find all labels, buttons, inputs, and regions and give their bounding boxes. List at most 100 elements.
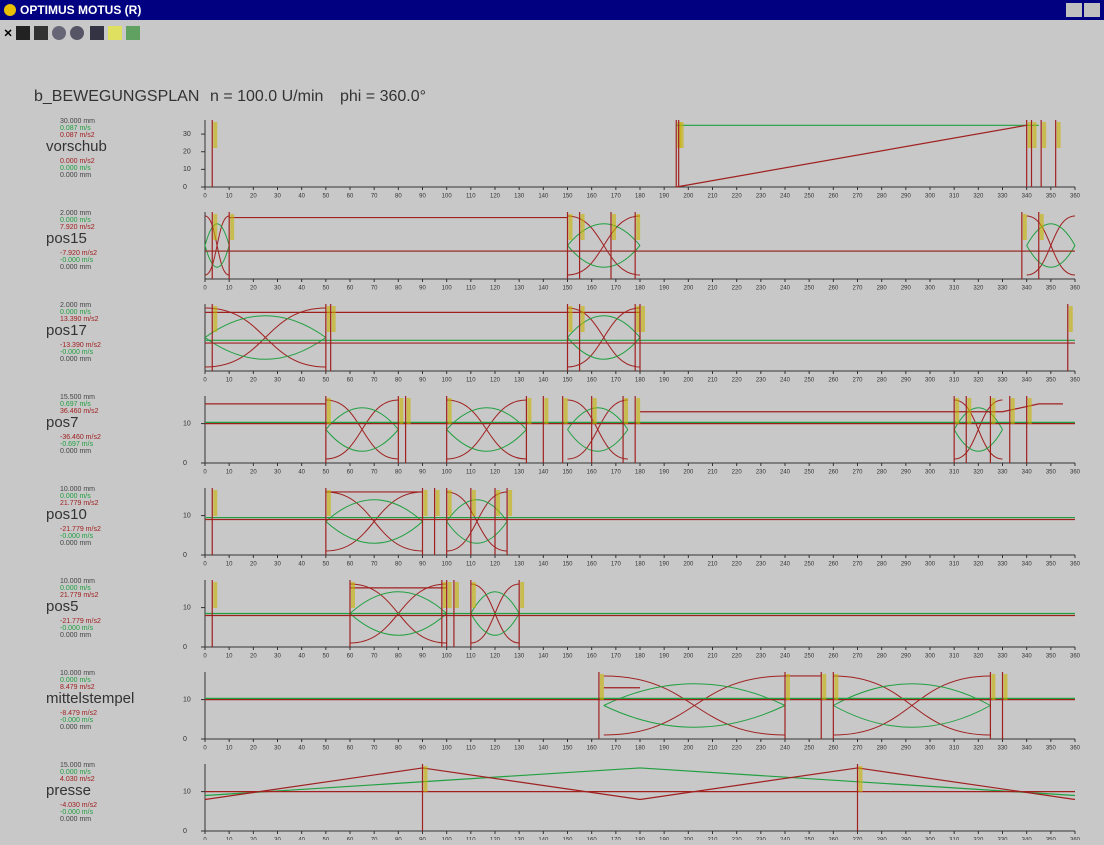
x-tick-label: 70: [371, 286, 378, 292]
x-tick-label: 360: [1070, 470, 1081, 476]
x-tick-label: 360: [1070, 654, 1081, 660]
x-tick-label: 140: [538, 562, 549, 568]
stat-text: -21.779 m/s2: [60, 618, 101, 625]
x-tick-label: 270: [852, 654, 863, 660]
x-tick-label: 70: [371, 194, 378, 200]
stat-text: 2.000 mm: [60, 210, 91, 217]
tool-icon[interactable]: [90, 26, 104, 40]
x-tick-label: 150: [562, 470, 573, 476]
segment-label-bar: [955, 398, 960, 424]
segment-label-bar: [991, 674, 996, 700]
stat-text: -0.000 m/s: [60, 257, 94, 264]
x-tick-label: 320: [973, 286, 984, 292]
x-tick-label: 260: [828, 194, 839, 200]
x-tick-label: 330: [997, 194, 1008, 200]
x-tick-label: 20: [250, 194, 257, 200]
segment-label-bar: [496, 490, 500, 516]
x-tick-label: 170: [611, 194, 622, 200]
segment-label-bar: [326, 398, 331, 424]
x-tick-label: 290: [901, 654, 912, 660]
stat-text: 21.779 m/s2: [60, 592, 99, 599]
x-tick-label: 110: [466, 470, 476, 476]
x-tick-label: 230: [756, 470, 767, 476]
x-tick-label: 220: [732, 746, 743, 752]
x-tick-label: 170: [611, 562, 622, 568]
x-tick-label: 330: [997, 562, 1008, 568]
x-tick-label: 30: [274, 286, 281, 292]
x-tick-label: 210: [707, 194, 718, 200]
x-tick-label: 240: [780, 378, 791, 384]
stat-text: 0.000 mm: [60, 448, 91, 455]
x-tick-label: 150: [562, 562, 573, 568]
tool-icon[interactable]: [16, 26, 30, 40]
x-tick-label: 130: [514, 286, 525, 292]
x-tick-label: 10: [226, 562, 233, 568]
segment-label-bar: [580, 306, 585, 332]
x-tick-label: 280: [877, 470, 888, 476]
x-tick-label: 240: [780, 470, 791, 476]
plan-angle: phi = 360.0°: [340, 88, 426, 105]
tool-icon[interactable]: [70, 26, 84, 40]
minimize-button[interactable]: [1066, 3, 1082, 17]
x-tick-label: 30: [274, 654, 281, 660]
segment-label-bar: [563, 398, 568, 424]
x-tick-label: 80: [395, 746, 402, 752]
segment-label-bar: [858, 766, 863, 792]
segment-label-bar: [568, 214, 573, 240]
x-tick-label: 210: [707, 286, 718, 292]
x-tick-label: 160: [587, 194, 598, 200]
stat-text: 0.000 m/s: [60, 769, 91, 776]
x-tick-label: 150: [562, 194, 573, 200]
segment-label-bar: [544, 398, 549, 424]
x-tick-label: 90: [419, 194, 426, 200]
x-tick-label: 200: [683, 470, 694, 476]
tool-icon[interactable]: [52, 26, 66, 40]
crossing-curve: [470, 591, 520, 614]
title-bar: [0, 0, 1104, 20]
x-tick-label: 200: [683, 286, 694, 292]
stat-text: -0.000 m/s: [60, 717, 94, 724]
tool-icon[interactable]: [34, 26, 48, 40]
crossing-curve: [833, 705, 991, 728]
x-tick-label: 330: [997, 286, 1008, 292]
crossing-curve: [349, 591, 448, 614]
segment-label-bar: [641, 306, 645, 332]
stat-text: 0.087 m/s2: [60, 132, 95, 139]
crossing-curve: [954, 399, 1003, 460]
close-icon[interactable]: ×: [4, 25, 12, 41]
x-tick-label: 230: [756, 194, 767, 200]
x-tick-label: 230: [756, 746, 767, 752]
segment-label-bar: [636, 398, 641, 424]
x-tick-label: 190: [659, 194, 670, 200]
x-tick-label: 120: [490, 562, 501, 568]
tool-icon[interactable]: [108, 26, 122, 40]
x-tick-label: 250: [804, 194, 815, 200]
crossing-curve: [204, 337, 327, 360]
stat-text: 30.000 mm: [60, 118, 95, 125]
x-tick-label: 250: [804, 654, 815, 660]
x-tick-label: 300: [925, 746, 936, 752]
x-tick-label: 220: [732, 562, 743, 568]
x-tick-label: 250: [804, 746, 815, 752]
segment-label-bar: [213, 214, 218, 240]
x-tick-label: 190: [659, 654, 670, 660]
crossing-curve: [446, 407, 527, 430]
x-tick-label: 40: [298, 654, 305, 660]
x-tick-label: 160: [587, 470, 598, 476]
y-tick-label: 10: [183, 788, 191, 795]
x-tick-label: 270: [852, 194, 863, 200]
crossing-curve: [603, 683, 786, 706]
maximize-button[interactable]: [1084, 3, 1100, 17]
x-tick-label: 120: [490, 378, 501, 384]
x-tick-label: 120: [490, 194, 501, 200]
x-tick-label: 90: [419, 286, 426, 292]
crossing-curve: [470, 613, 520, 636]
x-tick-label: 300: [925, 470, 936, 476]
x-tick-label: 310: [949, 654, 960, 660]
x-tick-label: 330: [997, 378, 1008, 384]
tool-icon[interactable]: [126, 26, 140, 40]
segment-label-bar: [508, 490, 513, 516]
x-tick-label: 260: [828, 746, 839, 752]
stat-text: 0.000 m/s: [60, 493, 91, 500]
